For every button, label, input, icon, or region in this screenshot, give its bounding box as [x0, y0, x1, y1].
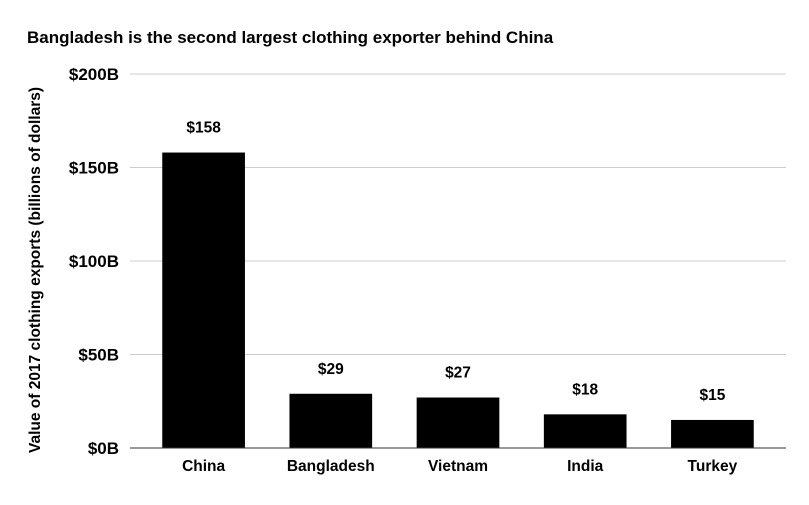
data-label: $29: [318, 361, 344, 378]
y-axis-ticks: $0B $50B $100B $150B $200B: [69, 65, 119, 458]
y-tick-label: $150B: [69, 159, 119, 178]
x-tick-label: China: [182, 458, 225, 475]
x-tick-label: Vietnam: [428, 458, 488, 475]
data-label: $158: [186, 120, 221, 137]
y-tick-label: $100B: [69, 252, 119, 271]
bar-turkey: [671, 419, 754, 448]
data-label: $15: [699, 387, 725, 404]
y-tick-label: $200B: [69, 65, 119, 84]
x-tick-label: Bangladesh: [287, 458, 375, 475]
chart-title: Bangladesh is the second largest clothin…: [27, 28, 554, 47]
bars: [162, 152, 754, 449]
x-tick-label: Turkey: [688, 458, 738, 475]
bar-india: [543, 414, 627, 448]
y-tick-label: $50B: [78, 346, 119, 365]
x-axis-ticks: China Bangladesh Vietnam India Turkey: [182, 458, 738, 475]
bar-vietnam: [416, 397, 500, 448]
data-labels: $158 $29 $27 $18 $15: [186, 120, 725, 404]
x-tick-label: India: [567, 458, 604, 475]
y-axis-label: Value of 2017 clothing exports (billions…: [27, 87, 44, 453]
bar-china: [162, 152, 245, 449]
bar-bangladesh: [289, 393, 373, 448]
data-label: $18: [572, 381, 598, 398]
data-label: $27: [445, 365, 471, 382]
y-tick-label: $0B: [88, 439, 119, 458]
